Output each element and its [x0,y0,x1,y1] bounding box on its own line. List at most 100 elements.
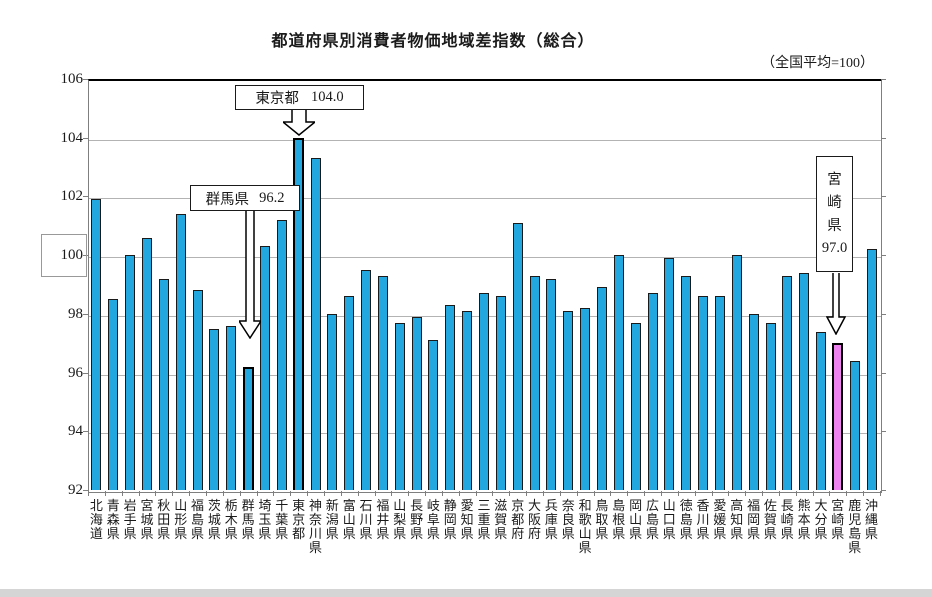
x-category-label-text: 宮崎県 [831,498,845,541]
prefecture-bar [479,293,489,490]
x-category-label-text: 鳥取県 [595,498,609,541]
x-category-label-text: 島根県 [612,498,626,541]
prefecture-bar [91,199,102,490]
x-tick [863,491,865,496]
prefecture-bar [832,343,844,490]
x-tick [374,491,376,496]
x-category-label-text: 岡山県 [629,498,643,541]
callout-gunma-label: 群馬県 [205,191,250,208]
x-tick [795,491,797,496]
x-category-label-text: 山口県 [662,498,676,541]
x-category-label-text: 埼玉県 [258,498,272,541]
x-category-label-text: 滋賀県 [494,498,508,541]
prefecture-bar [512,222,523,490]
prefecture-bar [495,296,506,490]
prefecture-bar [394,322,405,490]
y-tick [83,431,88,433]
prefecture-bar [158,278,169,490]
x-category-label: 東京都 [290,499,307,542]
prefecture-bar [866,249,877,490]
x-category-label: 佐賀県 [762,499,779,542]
prefecture-bar [563,310,574,490]
x-tick [307,491,309,496]
x-tick [475,491,477,496]
x-tick [206,491,207,496]
chart-title: 都道府県別消費者物価地域差指数（総合） [271,33,595,50]
x-category-label: 山口県 [661,499,678,542]
x-tick [425,491,426,496]
x-category-label: 島根県 [610,499,627,542]
x-tick [543,491,544,496]
x-category-label: 北海道 [88,499,105,542]
x-category-label: 熊本県 [796,499,813,542]
x-category-label-text: 愛知県 [460,498,474,541]
x-tick [711,491,713,496]
prefecture-bar [613,255,624,490]
x-category-label-text: 三重県 [477,498,491,541]
x-tick [762,491,763,496]
x-tick [441,491,443,496]
x-tick [576,491,578,496]
x-tick [660,491,662,496]
x-category-label: 富山県 [341,499,358,542]
callout-gunma-arrow-icon [239,211,261,339]
callout-gunma-value: 96.2 [259,189,285,206]
y-tick [83,255,88,257]
x-category-label: 沖縄県 [863,499,880,542]
x-category-label: 福井県 [375,499,392,542]
prefecture-bar [580,308,591,490]
x-category-label-text: 神奈川県 [309,498,323,555]
x-category-label: 長崎県 [779,499,796,542]
x-category-label-text: 山形県 [174,498,188,541]
x-tick [408,491,410,496]
x-category-label: 栃木県 [223,499,240,542]
x-tick [644,491,646,496]
x-category-label-text: 福島県 [191,498,205,541]
x-tick [829,491,831,496]
prefecture-bar [293,137,305,490]
x-category-label: 岡山県 [627,499,644,542]
x-category-label-text: 奈良県 [561,498,575,541]
x-category-label: 兵庫県 [543,499,560,542]
x-category-label: 福岡県 [745,499,762,542]
prefecture-bar [361,269,371,490]
callout-tokyo-value: 104.0 [310,89,344,105]
x-tick [189,491,191,496]
callout-gunma: 群馬県 96.2 [190,185,300,211]
x-category-label-text: 秋田県 [157,498,171,541]
x-category-label: 和歌山県 [577,499,594,556]
x-category-label-text: 新潟県 [325,498,339,541]
x-category-label-text: 熊本県 [797,498,811,541]
x-tick [340,491,342,496]
prefecture-bar [849,360,860,490]
prefecture-bar [411,316,422,490]
x-category-label: 群馬県 [240,499,257,542]
x-category-label: 長野県 [408,499,425,542]
x-tick [627,491,629,496]
x-category-label: 福島県 [189,499,206,542]
x-category-label: 石川県 [358,499,375,542]
x-tick [812,491,814,496]
prefecture-bar [175,214,186,490]
callout-miyazaki: 宮崎県 97.0 [816,156,853,272]
x-category-label: 大分県 [813,499,830,542]
prefecture-bar [597,287,607,490]
x-category-label-text: 北海道 [89,498,103,541]
prefecture-bar [462,310,473,490]
x-category-label: 山梨県 [391,499,408,542]
y-tick-right [881,79,886,80]
x-tick [104,491,106,496]
y-tick-right [881,255,886,257]
prefecture-bar [731,255,742,490]
x-category-label-text: 茨城県 [207,498,221,541]
x-tick [745,491,747,496]
y-tick [83,490,88,491]
x-category-label-text: 岐阜県 [426,498,440,541]
prefecture-bar [310,158,321,490]
x-category-label-text: 香川県 [696,498,710,541]
prefecture-bar [259,246,270,490]
prefecture-bar [226,325,237,490]
x-category-label-text: 群馬県 [241,498,255,541]
x-category-label: 岩手県 [122,499,139,542]
x-category-label-text: 兵庫県 [544,498,558,541]
